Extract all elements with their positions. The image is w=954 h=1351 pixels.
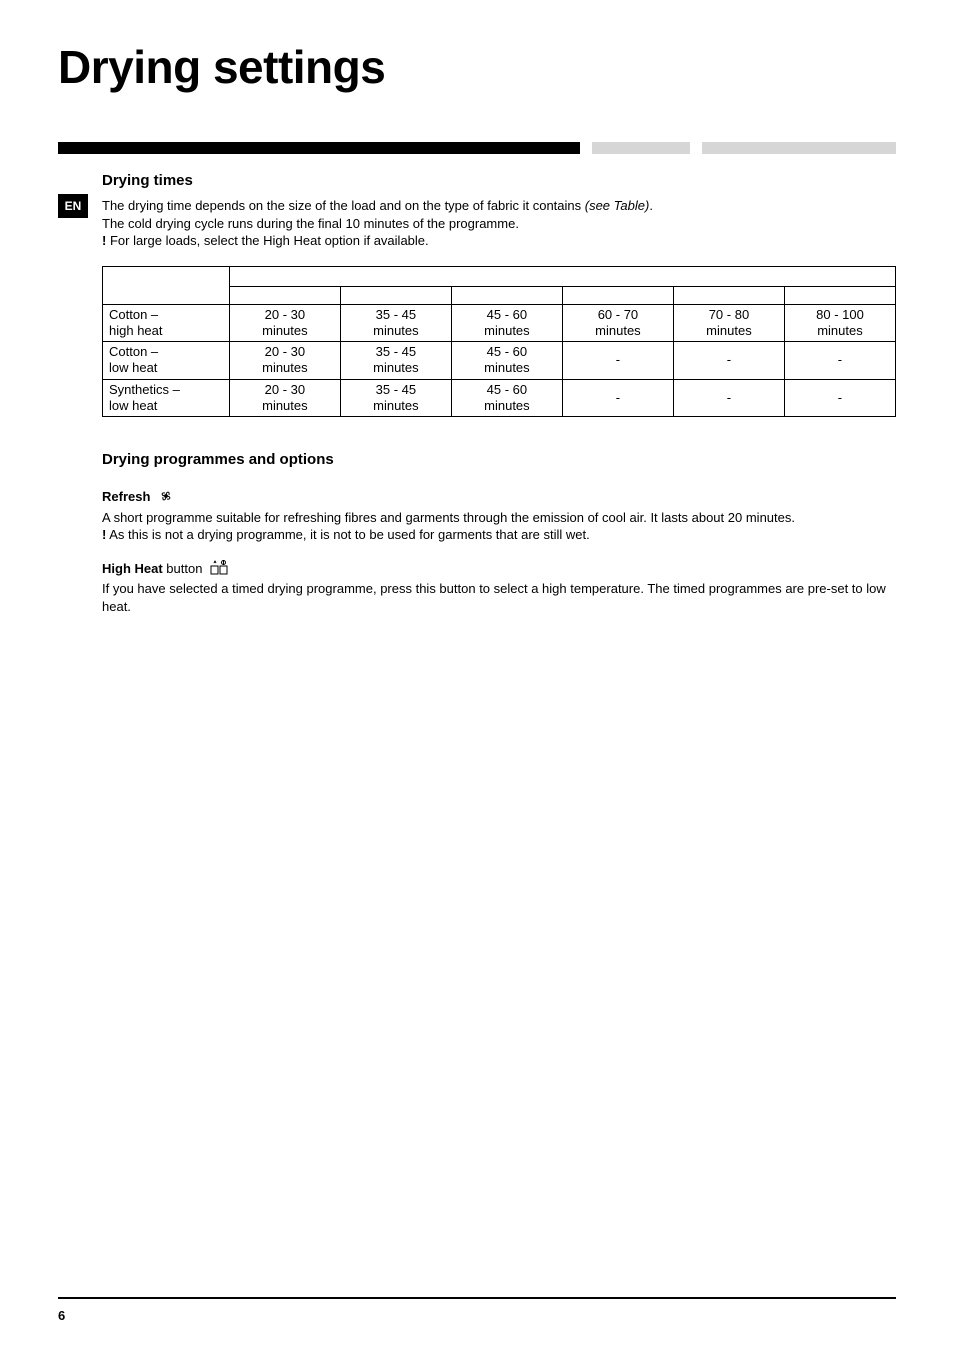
table-cell: 45 - 60minutes — [451, 342, 562, 380]
table-row: Synthetics –low heat20 - 30minutes35 - 4… — [103, 379, 896, 417]
text-italic: (see Table) — [585, 198, 650, 213]
rule-segment-black — [58, 142, 580, 154]
table-cell: 80 - 100minutes — [784, 304, 895, 342]
table-header-cell — [673, 286, 784, 304]
table-header-cell — [229, 286, 340, 304]
page-title: Drying settings — [58, 40, 896, 94]
refresh-text: A short programme suitable for refreshin… — [102, 509, 896, 527]
table-cell: 20 - 30minutes — [229, 342, 340, 380]
text: The drying time depends on the size of t… — [102, 198, 585, 213]
drying-times-para-3: ! For large loads, select the High Heat … — [102, 232, 896, 250]
table-header-cell — [451, 286, 562, 304]
table-cell: - — [784, 342, 895, 380]
text: For large loads, select the High Heat op… — [106, 233, 428, 248]
table-cell: 35 - 45minutes — [340, 379, 451, 417]
drying-times-para-2: The cold drying cycle runs during the fi… — [102, 215, 896, 233]
table-row: Cotton –low heat20 - 30minutes35 - 45min… — [103, 342, 896, 380]
text: A short programme suitable for refreshin… — [102, 510, 728, 525]
table-header-cell — [784, 286, 895, 304]
table-cell: 35 - 45minutes — [340, 342, 451, 380]
heading-programmes: Drying programmes and options — [102, 451, 896, 468]
table-row-label: Cotton –low heat — [103, 342, 230, 380]
text: As this is not a drying programme, it is… — [106, 527, 589, 542]
text: button — [163, 561, 203, 576]
heading-drying-times: Drying times — [102, 172, 896, 189]
table-row: Cotton –high heat20 - 30minutes35 - 45mi… — [103, 304, 896, 342]
highheat-text: If you have selected a timed drying prog… — [102, 580, 896, 615]
table-cell: 60 - 70minutes — [562, 304, 673, 342]
table-cell: 70 - 80minutes — [673, 304, 784, 342]
highheat-label: High Heat — [102, 561, 163, 576]
table-row-label: Cotton –high heat — [103, 304, 230, 342]
table-cell: - — [562, 379, 673, 417]
table-header-row-1 — [103, 266, 896, 286]
table-cell: - — [562, 342, 673, 380]
table-row-label: Synthetics –low heat — [103, 379, 230, 417]
drying-times-table: Cotton –high heat20 - 30minutes35 - 45mi… — [102, 266, 896, 418]
refresh-block: Refresh — [102, 488, 896, 509]
table-cell: 45 - 60minutes — [451, 304, 562, 342]
high-heat-icon — [210, 560, 228, 581]
table-cell: 20 - 30minutes — [229, 379, 340, 417]
highheat-block: High Heat button — [102, 560, 896, 581]
table-header-cell — [562, 286, 673, 304]
text: minutes. — [742, 510, 795, 525]
refresh-label: Refresh — [102, 489, 150, 504]
table-cell: - — [784, 379, 895, 417]
table-header-cell — [229, 266, 895, 286]
fan-icon — [158, 488, 174, 509]
drying-times-para-1: The drying time depends on the size of t… — [102, 197, 896, 215]
table-header-cell — [340, 286, 451, 304]
page-number: 6 — [58, 1308, 65, 1323]
table-cell: - — [673, 379, 784, 417]
table-cell: 20 - 30minutes — [229, 304, 340, 342]
rule-segment-gray-1 — [592, 142, 690, 154]
decorative-rule — [58, 142, 896, 154]
table-cell: 45 - 60minutes — [451, 379, 562, 417]
refresh-note: ! As this is not a drying programme, it … — [102, 526, 896, 544]
table-cell: 35 - 45minutes — [340, 304, 451, 342]
section-drying-times: Drying times The drying time depends on … — [102, 172, 896, 417]
table-cell: - — [673, 342, 784, 380]
table-header-cell — [103, 266, 230, 304]
language-tab: EN — [58, 194, 88, 218]
rule-segment-gray-2 — [702, 142, 896, 154]
text: 20 — [728, 510, 742, 525]
text: . — [649, 198, 653, 213]
footer-rule — [58, 1297, 896, 1299]
